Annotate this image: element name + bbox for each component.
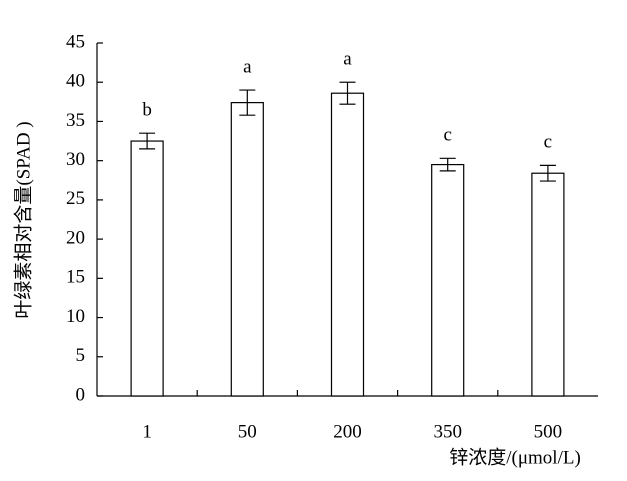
bar bbox=[330, 92, 365, 397]
bar bbox=[130, 140, 164, 397]
annotation: a bbox=[343, 49, 352, 70]
x-tick-label: 1 bbox=[142, 421, 152, 442]
y-tick-label: 5 bbox=[76, 345, 86, 366]
annotation: c bbox=[443, 125, 451, 146]
y-tick-label: 30 bbox=[66, 149, 85, 170]
annotation: c bbox=[544, 132, 552, 153]
x-tick-label: 500 bbox=[534, 421, 563, 442]
y-tick-label: 25 bbox=[66, 188, 85, 209]
annotation: a bbox=[243, 56, 252, 77]
x-tick-label: 50 bbox=[238, 421, 257, 442]
y-tick-label: 40 bbox=[66, 71, 85, 92]
x-axis-label: 锌浓度/(μmol/L) bbox=[449, 446, 581, 468]
x-tick-label: 200 bbox=[333, 421, 362, 442]
y-tick-label: 20 bbox=[66, 227, 85, 248]
y-tick-label: 15 bbox=[66, 267, 85, 288]
x-tick-label: 350 bbox=[433, 421, 462, 442]
bar bbox=[230, 102, 264, 397]
y-tick-label: 35 bbox=[66, 110, 85, 131]
y-tick-label: 0 bbox=[76, 384, 86, 405]
bar bbox=[431, 163, 465, 397]
bar bbox=[531, 172, 565, 397]
y-tick-label: 10 bbox=[66, 306, 85, 327]
y-tick-label: 45 bbox=[66, 31, 85, 52]
y-axis-label: 叶绿素相对含量(SPAD ) bbox=[12, 121, 34, 318]
annotation: b bbox=[142, 100, 152, 121]
